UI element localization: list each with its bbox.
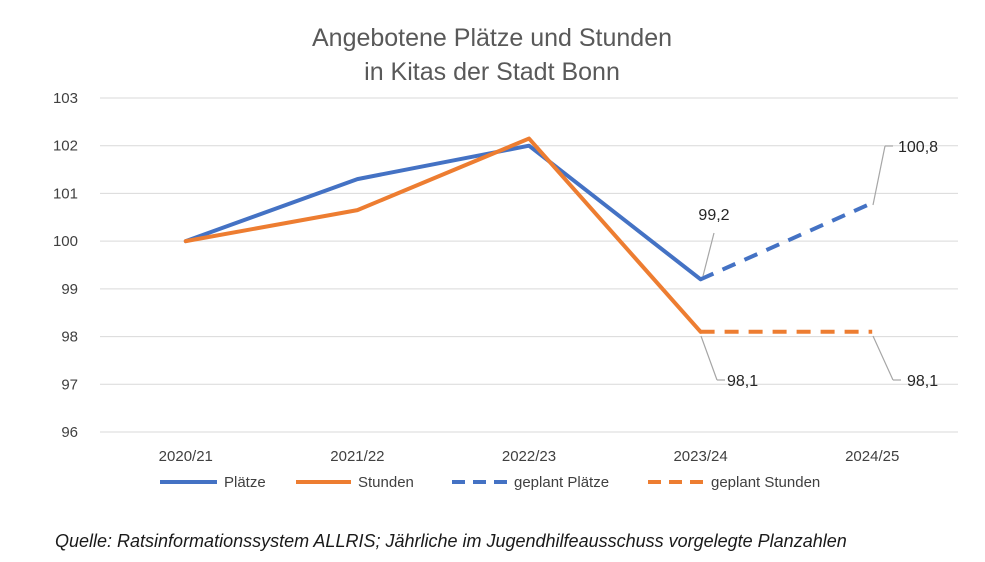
y-tick-label: 97 [61,376,78,393]
x-tick-label: 2023/24 [673,448,727,465]
legend-label: geplant Stunden [711,474,820,491]
series-line-geplant-plaetze [699,201,874,282]
legend-label: Plätze [224,474,266,491]
y-tick-label: 101 [53,185,78,202]
x-tick-label: 2020/21 [159,448,213,465]
annotation-leader-line [702,232,715,277]
annotation-leader-line [700,335,718,381]
y-tick-label: 102 [53,138,78,155]
x-tick-label: 2022/23 [502,448,556,465]
data-label: 99,2 [698,207,729,224]
series-line-plaetze [183,143,703,282]
data-label: 98,1 [727,373,758,390]
legend-label: Stunden [358,474,414,491]
data-point [872,202,873,203]
legend-label: geplant Plätze [514,474,609,491]
chart-title-line-1: Angebotene Plätze und Stunden [312,24,672,52]
y-tick-label: 100 [53,233,78,250]
series-line-stunden [183,136,703,334]
y-tick-label: 99 [61,281,78,298]
annotation-leader-line [872,145,886,206]
y-tick-label: 103 [53,90,78,107]
chart-title-line-2: in Kitas der Stadt Bonn [364,58,620,86]
x-tick-label: 2021/22 [330,448,384,465]
annotation-leader-line [872,335,894,381]
y-tick-label: 96 [61,424,78,441]
data-label: 100,8 [898,139,938,156]
source-note: Quelle: Ratsinformationssystem ALLRIS; J… [55,531,847,551]
data-label: 98,1 [907,373,938,390]
y-tick-label: 98 [61,329,78,346]
x-tick-label: 2024/25 [845,448,899,465]
